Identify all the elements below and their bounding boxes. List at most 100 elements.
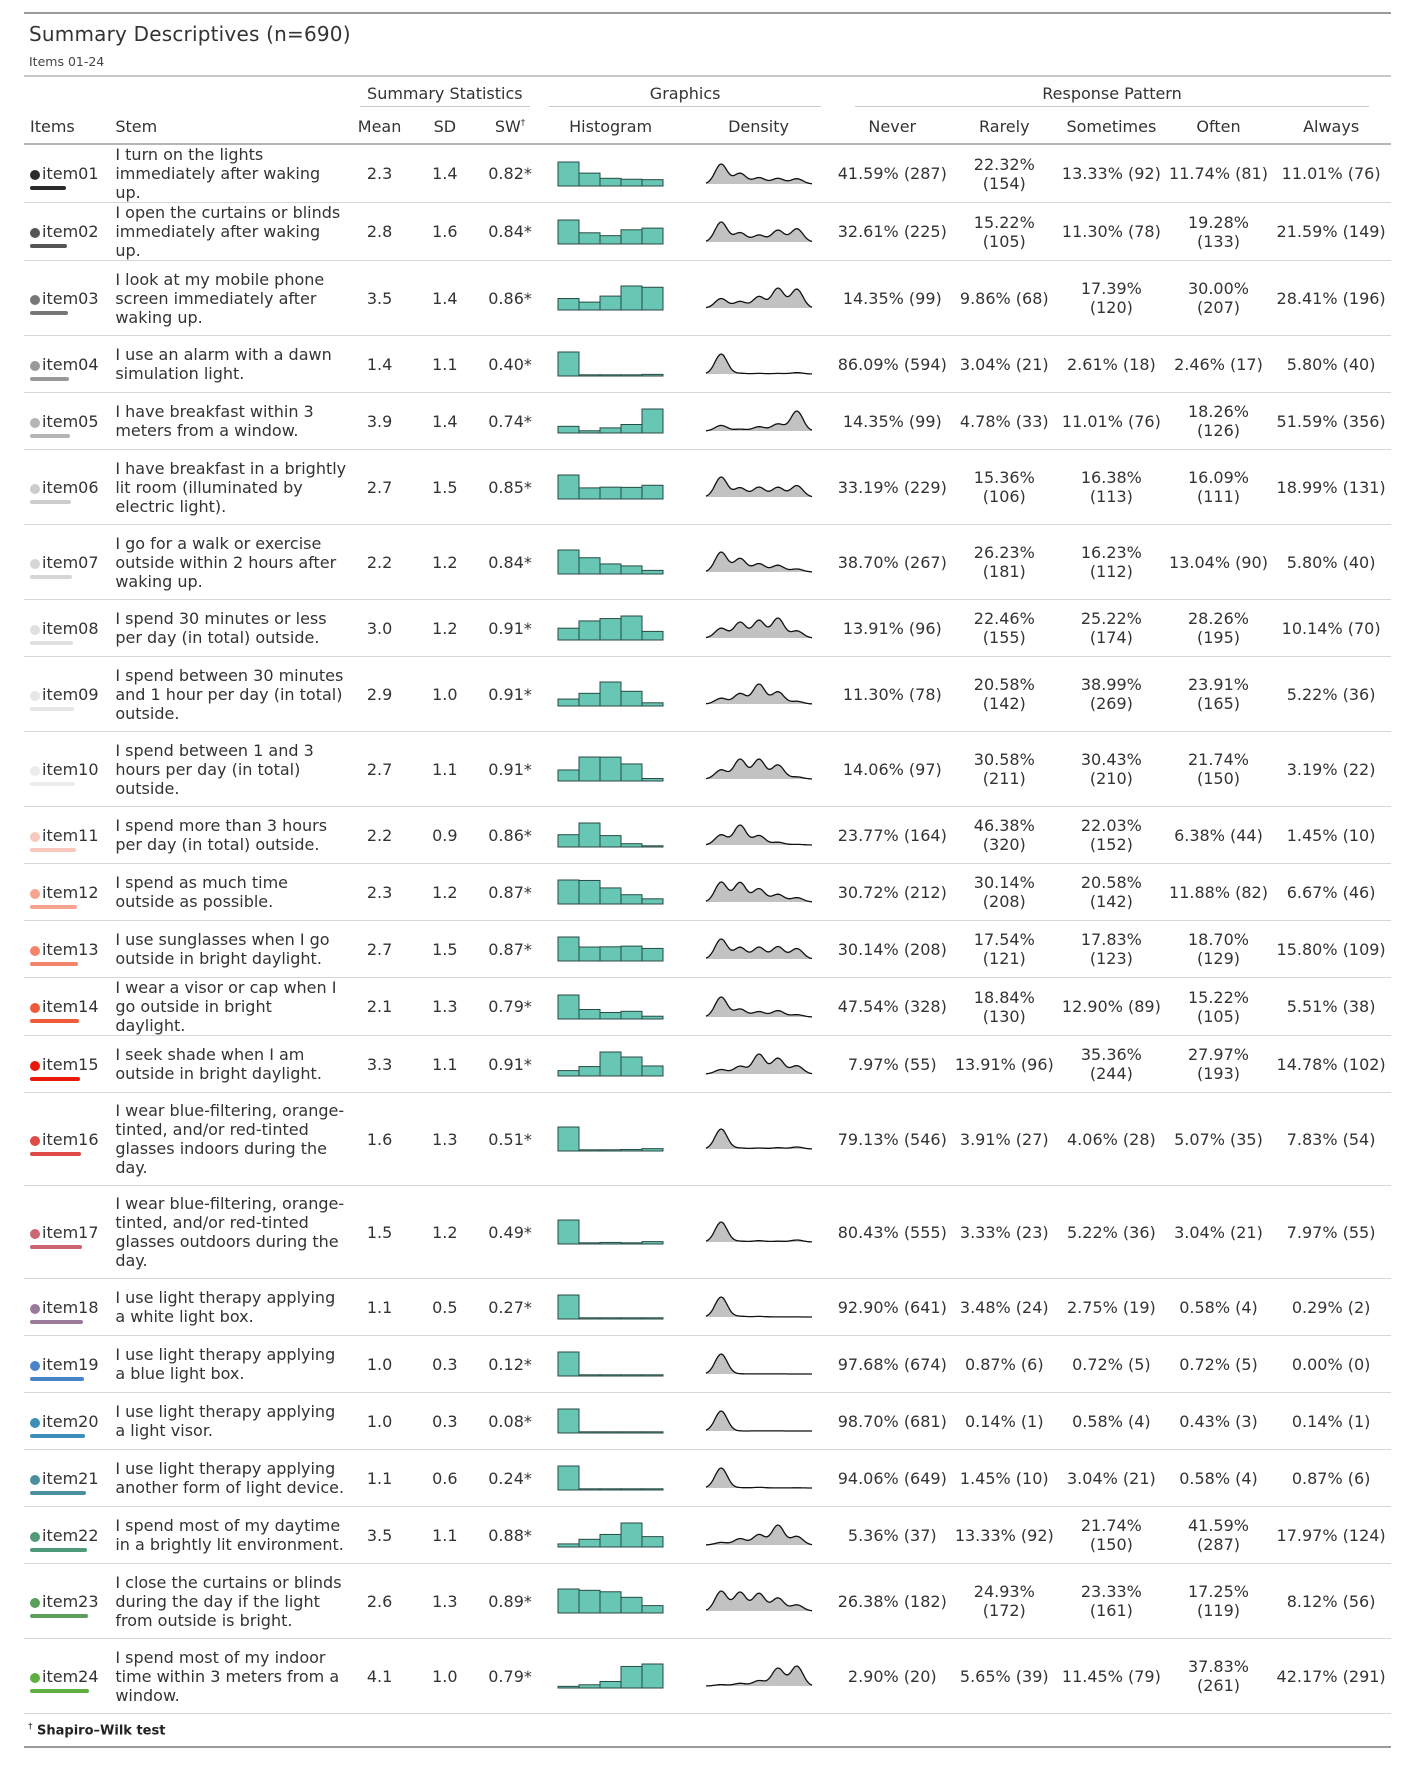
histogram-bar (599, 1149, 622, 1152)
response-sometimes: 2.61% (18) (1057, 335, 1166, 393)
density-area (705, 1129, 812, 1149)
response-often: 3.04% (21) (1165, 1185, 1272, 1279)
response-often: 30.00% (207) (1165, 260, 1272, 336)
response-sometimes: 11.45% (79) (1057, 1638, 1166, 1714)
response-always: 7.83% (54) (1271, 1092, 1391, 1186)
item-id: item12 (42, 882, 99, 902)
spanner-graphics: Graphics (537, 76, 833, 109)
mean-value: 1.1 (352, 1449, 407, 1507)
density-cell (684, 920, 834, 978)
histogram-bar (599, 618, 622, 641)
histogram-bar (599, 234, 622, 244)
item-id: item07 (42, 552, 99, 572)
response-never: 32.61% (225) (833, 202, 952, 261)
histogram-bar (641, 1317, 664, 1320)
col-sd: SD (406, 109, 483, 145)
density-line (705, 410, 812, 432)
item-color-bar (30, 781, 75, 786)
item-color-bar (30, 186, 66, 190)
histogram-bar (557, 1070, 580, 1077)
histogram-bar (641, 898, 664, 905)
histogram-bar (578, 1538, 601, 1548)
response-sometimes: 16.23% (112) (1057, 524, 1166, 600)
response-sometimes: 12.90% (89) (1057, 977, 1166, 1036)
density-area (705, 354, 812, 374)
item-id: item05 (42, 411, 99, 431)
sw-value: 0.51* (482, 1092, 538, 1186)
item-cell: item16 (24, 1092, 116, 1186)
item-color-bar (30, 1490, 86, 1495)
table-title: Summary Descriptives (n=690) (29, 22, 351, 46)
sd-value: 1.3 (406, 1563, 483, 1639)
item-color-dot (30, 690, 40, 701)
item-id: item16 (42, 1129, 99, 1149)
item-cell: item24 (24, 1638, 116, 1714)
histogram-bar (599, 1051, 622, 1077)
density-area (705, 1222, 812, 1242)
item-color-dot (30, 1597, 40, 1608)
response-always: 14.78% (102) (1271, 1035, 1391, 1093)
item-id: item01 (42, 164, 99, 183)
density-sparkline (705, 995, 812, 1018)
item-color-dot (30, 360, 40, 371)
response-never: 13.91% (96) (833, 599, 952, 657)
item-color-dot (30, 170, 40, 180)
item-color-bar (30, 499, 71, 504)
histogram-bar (599, 1011, 622, 1019)
item-color-dot (30, 624, 40, 635)
density-line (705, 1353, 812, 1375)
descriptives-table-container: Summary Descriptives (n=690) Items 01-24… (24, 12, 1391, 1749)
table-row: item03 I look at my mobile phone screen i… (24, 260, 1391, 336)
histogram-bar (578, 1242, 601, 1245)
response-sometimes: 38.99% (269) (1057, 656, 1166, 732)
histogram-bar (641, 178, 664, 186)
item-color-dot (30, 228, 40, 238)
item-cell: item03 (24, 260, 116, 336)
histogram-bar (557, 298, 580, 311)
histogram-bar (620, 1665, 643, 1689)
histogram-bar (599, 1374, 622, 1377)
response-always: 15.80% (109) (1271, 920, 1391, 978)
density-cell (684, 1638, 834, 1714)
histogram-cell (537, 524, 685, 600)
item-color-bar (30, 1244, 82, 1249)
item-color-dot (30, 1531, 40, 1542)
histogram-bar (641, 1374, 664, 1377)
response-never: 14.35% (99) (833, 260, 952, 336)
density-area (705, 1297, 812, 1317)
density-line (705, 551, 812, 573)
table-row: item14 I wear a visor or cap when I go ou… (24, 977, 1391, 1036)
response-rarely: 13.91% (96) (951, 1035, 1058, 1093)
histogram-bar (620, 374, 643, 377)
density-cell (684, 1449, 834, 1507)
item-stem: I spend between 1 and 3 hours per day (i… (115, 731, 353, 807)
response-often: 16.09% (111) (1165, 449, 1272, 525)
item-color-bar (30, 433, 70, 438)
histogram-bar (599, 946, 622, 962)
item-id: item11 (42, 825, 99, 845)
item-stem: I close the curtains or blinds during th… (115, 1563, 353, 1639)
histogram-sparkline (557, 1294, 664, 1320)
item-color-dot (30, 1303, 40, 1314)
response-sometimes: 35.36% (244) (1057, 1035, 1166, 1093)
histogram-bar (557, 1219, 580, 1245)
histogram-bar (599, 835, 622, 848)
sw-value: 0.84* (482, 524, 538, 600)
mean-value: 1.6 (352, 1092, 407, 1186)
density-sparkline (705, 1221, 812, 1243)
histogram-bar (620, 1431, 643, 1434)
item-cell: item05 (24, 392, 116, 450)
table-row: item12 I spend as much time outside as po… (24, 863, 1391, 921)
density-cell (684, 202, 834, 261)
response-always: 42.17% (291) (1271, 1638, 1391, 1714)
histogram-bar (578, 487, 601, 500)
item-color-bar (30, 574, 72, 579)
response-rarely: 20.58% (142) (951, 656, 1058, 732)
response-often: 15.22% (105) (1165, 977, 1272, 1036)
response-always: 51.59% (356) (1271, 392, 1391, 450)
histogram-bar (599, 887, 622, 905)
density-sparkline (705, 938, 812, 960)
table-row: item21 I use light therapy applying anoth… (24, 1449, 1391, 1507)
histogram-bar (557, 627, 580, 641)
sw-value: 0.12* (482, 1335, 538, 1393)
